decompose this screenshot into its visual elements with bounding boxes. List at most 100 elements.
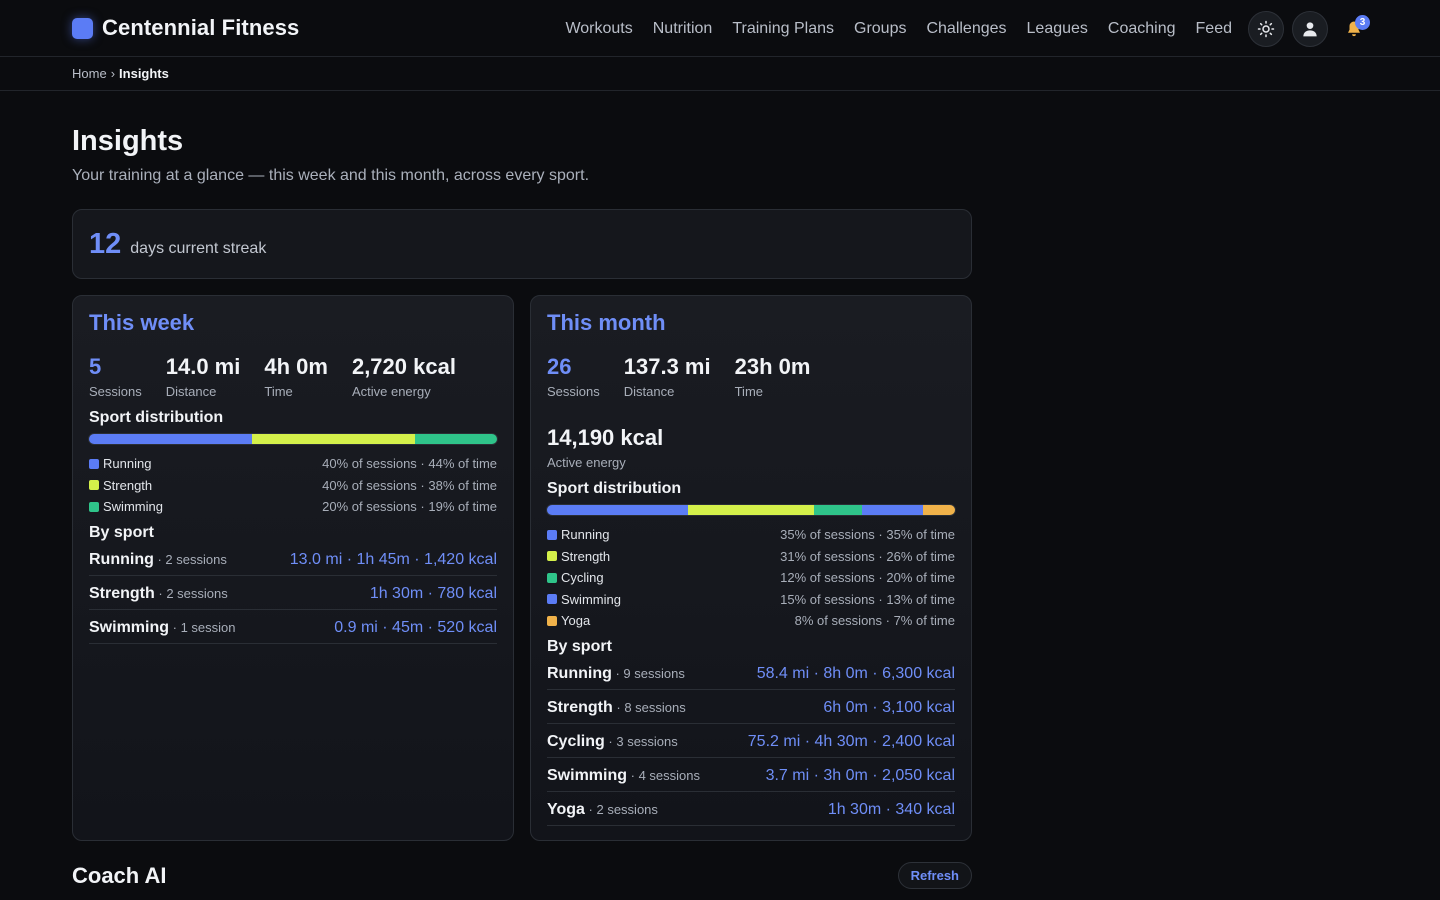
month-by-sport-title: By sport <box>547 637 612 655</box>
nav-leagues[interactable]: Leagues <box>1026 19 1088 37</box>
sport-row-cycling[interactable]: Cycling · 3 sessions 75.2 mi · 4h 30m · 2… <box>547 724 955 758</box>
breadcrumb-separator: › <box>110 66 116 81</box>
distribution-segment-cycling <box>813 505 863 515</box>
distribution-segment-strength <box>252 434 416 444</box>
sport-row-running[interactable]: Running · 9 sessions 58.4 mi · 8h 0m · 6,… <box>547 656 955 690</box>
notifications-button[interactable]: 3 <box>1336 11 1372 47</box>
stat-label: Active energy <box>351 384 431 399</box>
sport-row-running[interactable]: Running · 2 sessions 13.0 mi · 1h 45m · 1… <box>89 542 497 576</box>
legend-swatch <box>547 529 557 540</box>
sport-row-label: Strength · 8 sessions <box>547 699 686 717</box>
legend-label-group: Yoga <box>547 613 590 628</box>
sport-name: Running <box>89 550 154 568</box>
page-title: Insights <box>72 125 184 157</box>
nav-feed[interactable]: Feed <box>1195 19 1232 37</box>
coach-header: Coach AI Refresh <box>72 862 972 889</box>
legend-label-group: Running <box>547 527 609 542</box>
legend-item: Cycling 12% of sessions · 20% of time <box>547 567 955 589</box>
legend-label-group: Running <box>89 456 151 471</box>
month-distribution-bar <box>547 505 955 515</box>
month-card-title: This month <box>547 310 666 335</box>
legend-item: Strength 31% of sessions · 26% of time <box>547 546 955 568</box>
breadcrumb: Home › Insights <box>0 57 1440 91</box>
sport-metrics: 1h 30m · 780 kcal <box>369 584 497 602</box>
brand[interactable]: Centennial Fitness <box>72 15 299 41</box>
stat-label: Distance <box>623 384 675 399</box>
streak-label: days current streak <box>130 240 267 257</box>
legend-label: Strength <box>561 548 611 564</box>
month-distribution-legend: Running 35% of sessions · 35% of time Stre… <box>547 524 955 632</box>
sport-metrics: 0.9 mi · 45m · 520 kcal <box>334 618 497 636</box>
nav-workouts[interactable]: Workouts <box>565 19 633 37</box>
nav-coaching[interactable]: Coaching <box>1107 19 1176 37</box>
sport-metrics: 6h 0m · 3,100 kcal <box>823 698 955 716</box>
sport-sessions: · 1 session <box>169 619 236 635</box>
month-stat-energy: 14,190 kcal Active energy <box>547 425 931 471</box>
sport-sessions: · 9 sessions <box>611 665 685 681</box>
nav-nutrition[interactable]: Nutrition <box>652 19 713 37</box>
sport-row-label: Strength · 2 sessions <box>89 585 228 603</box>
sport-name: Yoga <box>547 800 585 818</box>
stat-value: 14,190 kcal <box>547 425 664 450</box>
legend-label: Swimming <box>561 591 621 607</box>
month-stat-time: 23h 0m Time <box>734 354 811 400</box>
stat-value: 4h 0m <box>264 354 328 379</box>
sport-row-swimming[interactable]: Swimming · 1 session 0.9 mi · 45m · 520 k… <box>89 610 497 644</box>
sport-sessions: · 2 sessions <box>584 801 658 817</box>
legend-percentages: 20% of sessions · 19% of time <box>322 499 497 515</box>
legend-percentages: 40% of sessions · 38% of time <box>322 477 497 493</box>
distribution-segment-strength <box>688 505 814 515</box>
legend-percentages: 40% of sessions · 44% of time <box>322 456 497 472</box>
sport-name: Swimming <box>89 618 170 636</box>
stat-label: Time <box>264 384 293 399</box>
legend-percentages: 31% of sessions · 26% of time <box>780 548 955 564</box>
sport-row-swimming[interactable]: Swimming · 4 sessions 3.7 mi · 3h 0m · 2,… <box>547 758 955 792</box>
legend-swatch <box>89 458 99 469</box>
sport-row-strength[interactable]: Strength · 8 sessions 6h 0m · 3,100 kcal <box>547 690 955 724</box>
main-content: Insights Your training at a glance — thi… <box>72 92 972 889</box>
brand-name: Centennial Fitness <box>102 15 300 40</box>
nav-challenges[interactable]: Challenges <box>926 19 1007 37</box>
month-stat-distance: 137.3 mi Distance <box>623 354 711 400</box>
legend-label: Strength <box>103 477 153 493</box>
breadcrumb-home[interactable]: Home <box>72 66 107 81</box>
legend-label: Running <box>103 456 152 472</box>
nav-training-plans[interactable]: Training Plans <box>732 19 834 37</box>
legend-swatch <box>547 594 557 605</box>
nav-groups[interactable]: Groups <box>854 19 907 37</box>
sport-row-strength[interactable]: Strength · 2 sessions 1h 30m · 780 kcal <box>89 576 497 610</box>
distribution-segment-swimming <box>862 505 923 515</box>
stat-label: Distance <box>165 384 217 399</box>
page-subtitle: Your training at a glance — this week an… <box>72 167 590 184</box>
sport-metrics: 1h 30m · 340 kcal <box>827 800 955 818</box>
stat-value: 137.3 mi <box>623 354 711 379</box>
stat-value: 5 <box>89 354 102 379</box>
sport-row-yoga[interactable]: Yoga · 2 sessions 1h 30m · 340 kcal <box>547 792 955 826</box>
legend-item: Running 35% of sessions · 35% of time <box>547 524 955 546</box>
sport-sessions: · 2 sessions <box>154 585 228 601</box>
stat-label: Active energy <box>547 455 626 470</box>
profile-button[interactable] <box>1292 10 1328 47</box>
sport-name: Running <box>547 664 612 682</box>
notification-count-badge: 3 <box>1355 14 1370 30</box>
legend-swatch <box>547 572 557 583</box>
sport-row-label: Yoga · 2 sessions <box>547 801 658 819</box>
legend-label-group: Swimming <box>89 499 163 514</box>
theme-toggle-button[interactable] <box>1248 10 1284 47</box>
streak-value: 12 <box>89 228 122 260</box>
sport-sessions: · 4 sessions <box>627 767 700 783</box>
legend-percentages: 35% of sessions · 35% of time <box>780 527 955 543</box>
sport-metrics: 13.0 mi · 1h 45m · 1,420 kcal <box>289 550 497 568</box>
month-distribution-title: Sport distribution <box>547 480 682 497</box>
stat-value: 2,720 kcal <box>351 354 456 379</box>
week-stat-time: 4h 0m Time <box>264 354 328 400</box>
legend-item: Running 40% of sessions · 44% of time <box>89 453 497 475</box>
refresh-button[interactable]: Refresh <box>897 862 972 889</box>
sport-name: Strength <box>89 584 155 602</box>
user-icon <box>1303 21 1317 36</box>
stat-value: 23h 0m <box>734 354 811 379</box>
legend-swatch <box>547 615 557 626</box>
week-card-title: This week <box>89 310 195 335</box>
brand-logo <box>72 17 93 39</box>
legend-label-group: Strength <box>89 478 152 493</box>
